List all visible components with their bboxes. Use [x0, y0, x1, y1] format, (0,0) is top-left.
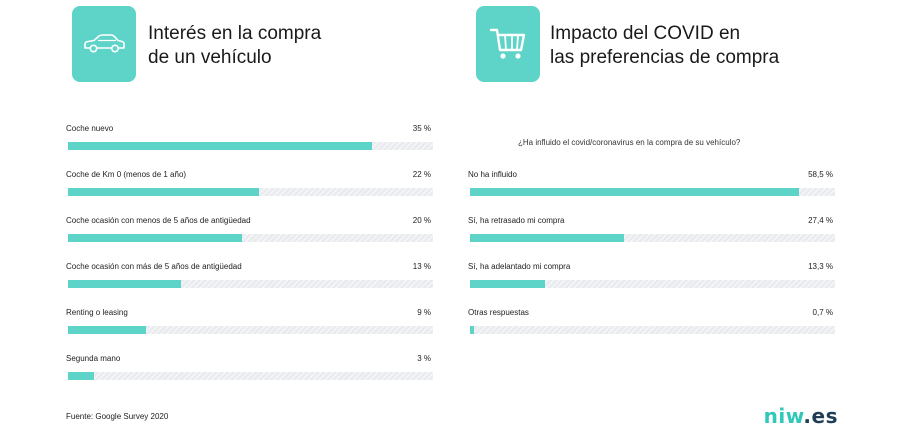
- bar-label: Sí, ha adelantado mi compra: [468, 262, 571, 271]
- bar-row: Coche nuevo 35 %: [66, 124, 433, 170]
- bar-track: [68, 326, 433, 334]
- bar-value-label: 3 %: [417, 354, 431, 363]
- bar-label: Coche de Km 0 (menos de 1 año): [66, 170, 187, 179]
- bar-row: Sí, ha retrasado mi compra 27,4 %: [468, 216, 835, 262]
- bar-value-label: 58,5 %: [808, 170, 833, 179]
- bar-track: [470, 280, 835, 288]
- bar-value-label: 20 %: [412, 216, 431, 225]
- bar-value-label: 13,3 %: [808, 262, 833, 271]
- bar-value-label: 13 %: [412, 262, 431, 271]
- bar-label: Segunda mano: [66, 354, 121, 363]
- bar-value-label: 35 %: [412, 124, 431, 133]
- car-icon: [72, 6, 136, 82]
- bar-row: Coche ocasión con menos de 5 años de ant…: [66, 216, 433, 262]
- shopping-cart-icon: [476, 6, 540, 82]
- bar-label: Coche nuevo: [66, 124, 114, 133]
- bar: [68, 142, 373, 150]
- title-line: Impacto del COVID en: [550, 23, 741, 44]
- bar-track: [68, 142, 433, 150]
- bar-value-label: 0,7 %: [812, 308, 833, 317]
- bar: [470, 280, 545, 288]
- vehicle-interest-title: Interés en la compra de un vehículo: [148, 22, 321, 70]
- bar-label: Coche ocasión con más de 5 años de antig…: [66, 262, 242, 271]
- bar-value-label: 9 %: [417, 308, 431, 317]
- bar-label: Sí, ha retrasado mi compra: [468, 216, 565, 225]
- bar: [68, 188, 260, 196]
- title-line: de un vehículo: [148, 47, 272, 68]
- brand-logo-part: .es: [803, 404, 838, 428]
- bar-label: Otras respuestas: [468, 308, 529, 317]
- survey-question: ¿Ha influido el covid/coronavirus en la …: [518, 138, 741, 147]
- bar: [68, 280, 181, 288]
- title-line: Interés en la compra: [148, 23, 322, 44]
- bar-track: [68, 280, 433, 288]
- bar-track: [68, 372, 433, 380]
- bar-row: Coche de Km 0 (menos de 1 año) 22 %: [66, 170, 433, 216]
- bar-row: Sí, ha adelantado mi compra 13,3 %: [468, 262, 835, 308]
- bar: [68, 234, 242, 242]
- bar: [68, 326, 147, 334]
- brand-logo: niw.es: [764, 404, 838, 428]
- bar: [470, 326, 474, 334]
- title-line: las preferencias de compra: [550, 47, 780, 68]
- bar: [470, 188, 799, 196]
- bar: [470, 234, 624, 242]
- brand-logo-part: niw: [763, 404, 804, 428]
- bar-row: Segunda mano 3 %: [66, 354, 433, 400]
- bar-value-label: 22 %: [412, 170, 431, 179]
- bar-label: Coche ocasión con menos de 5 años de ant…: [66, 216, 251, 225]
- bar-track: [68, 188, 433, 196]
- bar-track: [470, 234, 835, 242]
- bar-row: Coche ocasión con más de 5 años de antig…: [66, 262, 433, 308]
- bar-track: [470, 326, 835, 334]
- bar-row: Otras respuestas 0,7 %: [468, 308, 835, 354]
- covid-impact-bars: No ha influido 58,5 % Sí, ha retrasado mi …: [468, 170, 835, 354]
- bar-label: Renting o leasing: [66, 308, 128, 317]
- covid-impact-title: Impacto del COVID en las preferencias de…: [550, 22, 779, 70]
- bar-track: [470, 188, 835, 196]
- bar-row: No ha influido 58,5 %: [468, 170, 835, 216]
- bar-track: [68, 234, 433, 242]
- bar-label: No ha influido: [468, 170, 517, 179]
- bar: [68, 372, 95, 380]
- bar-value-label: 27,4 %: [808, 216, 833, 225]
- bar-row: Renting o leasing 9 %: [66, 308, 433, 354]
- vehicle-interest-bars: Coche nuevo 35 % Coche de Km 0 (menos de 1…: [66, 124, 433, 400]
- source-note: Fuente: Google Survey 2020: [66, 412, 169, 421]
